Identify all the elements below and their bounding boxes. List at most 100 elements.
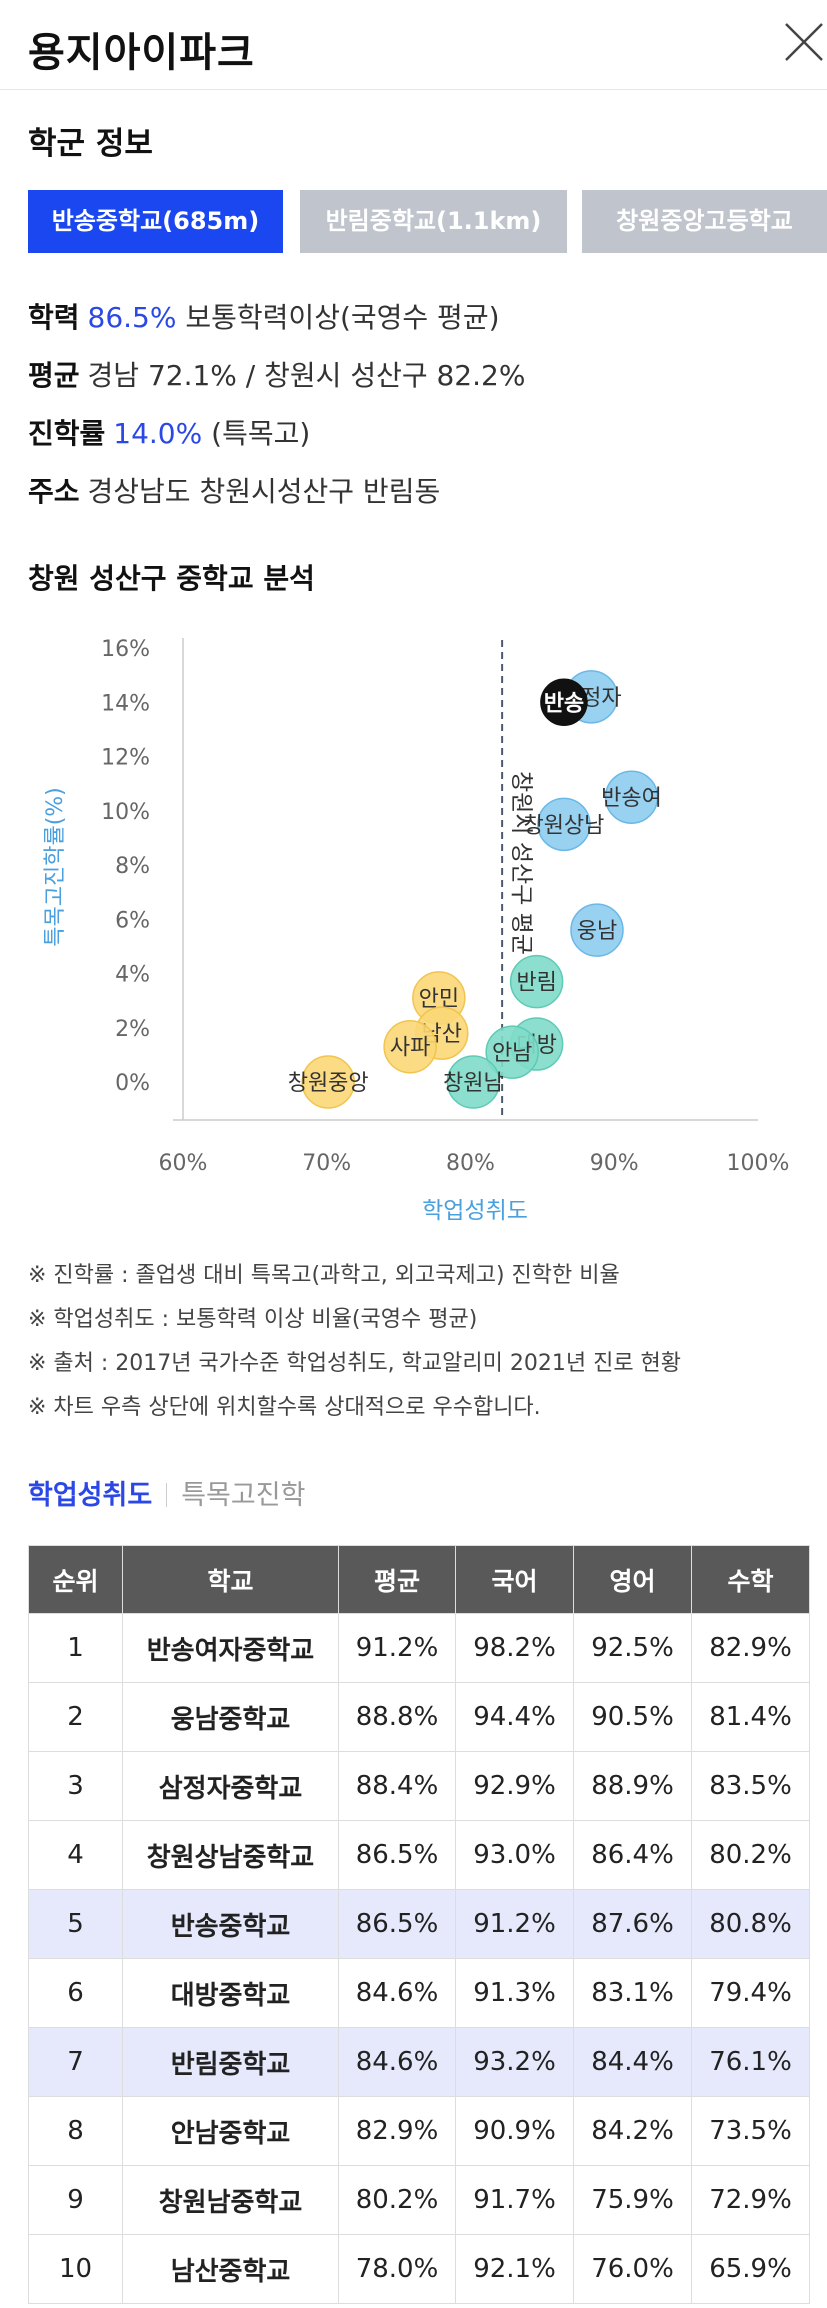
korean-cell: 91.7% [455,2165,574,2235]
table-row: 9 창원남중학교 80.2% 91.7% 75.9% 72.9% [28,2165,810,2235]
school-cell: 반림중학교 [122,2027,339,2097]
average-cell: 82.9% [338,2096,456,2166]
school-cell: 안남중학교 [122,2096,339,2166]
rank-cell: 2 [28,1682,123,1752]
school-cell: 창원남중학교 [122,2165,339,2235]
info-academic-label: 학력 [28,301,80,334]
data-point-label: 반송여 [601,786,662,811]
rank-cell: 10 [28,2234,123,2304]
y-tick-label: 4% [115,963,150,988]
korean-cell: 93.0% [455,1820,574,1890]
school-cell: 삼정자중학교 [122,1751,339,1821]
data-point-label: 반림 [516,971,556,996]
korean-cell: 90.9% [455,2096,574,2166]
y-axis-label: 특목고진학률(%) [43,787,68,947]
school-tabs: 반송중학교(685m) 반림중학교(1.1km) 창원중앙고등학교 [28,190,827,253]
english-cell: 75.9% [573,2165,692,2235]
korean-cell: 94.4% [455,1682,574,1752]
info-academic: 학력 86.5% 보통학력이상(국영수 평균) [28,296,500,336]
english-cell: 83.1% [573,1958,692,2028]
data-point-label: 반송 [544,691,584,716]
header-korean: 국어 [455,1545,574,1614]
korean-cell: 92.9% [455,1751,574,1821]
table-header-row: 순위 학교 평균 국어 영어 수학 [28,1545,810,1614]
header-math: 수학 [691,1545,810,1614]
x-tick-label: 80% [446,1151,495,1176]
info-average-text: 경남 72.1% / 창원시 성산구 82.2% [87,359,526,392]
school-cell: 남산중학교 [122,2234,339,2304]
close-icon[interactable] [782,20,826,64]
tab-academic[interactable]: 학업성취도 [28,1480,153,1511]
tab-school-3[interactable]: 창원중앙고등학교 [582,190,827,253]
english-cell: 87.6% [573,1889,692,1959]
note-4: ※ 차트 우측 상단에 위치할수록 상대적으로 우수합니다. [28,1395,541,1420]
math-cell: 81.4% [691,1682,810,1752]
table-body: 1 반송여자중학교 91.2% 98.2% 92.5% 82.9% 2 웅남중학교 88.8% 9… [28,1613,810,2304]
x-tick-label: 60% [159,1151,208,1176]
header-english: 영어 [573,1545,692,1614]
korean-cell: 91.2% [455,1889,574,1959]
rank-cell: 8 [28,2096,123,2166]
average-cell: 88.8% [338,1682,456,1752]
x-tick-label: 70% [302,1151,351,1176]
table-row: 6 대방중학교 84.6% 91.3% 83.1% 79.4% [28,1958,810,2028]
ranking-table: 순위 학교 평균 국어 영어 수학 1 반송여자중학교 91.2% 98.2% 92.5… [28,1545,810,2304]
english-cell: 92.5% [573,1613,692,1683]
rank-cell: 7 [28,2027,123,2097]
rank-cell: 3 [28,1751,123,1821]
average-cell: 88.4% [338,1751,456,1821]
table-row: 3 삼정자중학교 88.4% 92.9% 88.9% 83.5% [28,1751,810,1821]
school-cell: 대방중학교 [122,1958,339,2028]
korean-cell: 98.2% [455,1613,574,1683]
x-tick-label: 100% [727,1151,790,1176]
tab-divider [166,1483,168,1507]
x-axis-label: 학업성취도 [422,1198,528,1224]
korean-cell: 93.2% [455,2027,574,2097]
rank-cell: 4 [28,1820,123,1890]
info-average: 평균 경남 72.1% / 창원시 성산구 82.2% [28,354,525,394]
data-point-label: 창원상남 [523,813,604,838]
header-school: 학교 [122,1545,339,1614]
note-1: ※ 진학률 : 졸업생 대비 특목고(과학고, 외고국제고) 진학한 비율 [28,1263,620,1288]
average-cell: 78.0% [338,2234,456,2304]
info-advancement-value: 14.0% [113,417,203,450]
table-row: 4 창원상남중학교 86.5% 93.0% 86.4% 80.2% [28,1820,810,1890]
table-row: 7 반림중학교 84.6% 93.2% 84.4% 76.1% [28,2027,810,2097]
info-academic-text: 보통학력이상(국영수 평균) [185,301,500,334]
page-header: 용지아이파크 [0,0,827,90]
math-cell: 82.9% [691,1613,810,1683]
data-point-label: 웅남 [577,919,617,944]
tab-school-1[interactable]: 반송중학교(685m) [28,190,283,253]
math-cell: 80.8% [691,1889,810,1959]
rank-cell: 9 [28,2165,123,2235]
math-cell: 76.1% [691,2027,810,2097]
english-cell: 88.9% [573,1751,692,1821]
y-tick-label: 6% [115,908,150,933]
note-2: ※ 학업성취도 : 보통학력 이상 비율(국영수 평균) [28,1307,478,1332]
note-3: ※ 출처 : 2017년 국가수준 학업성취도, 학교알리미 2021년 진로 … [28,1351,682,1376]
y-tick-label: 16% [101,637,150,662]
math-cell: 83.5% [691,1751,810,1821]
average-cell: 91.2% [338,1613,456,1683]
average-cell: 80.2% [338,2165,456,2235]
table-row: 5 반송중학교 86.5% 91.2% 87.6% 80.8% [28,1889,810,1959]
table-row: 10 남산중학교 78.0% 92.1% 76.0% 65.9% [28,2234,810,2304]
english-cell: 76.0% [573,2234,692,2304]
korean-cell: 92.1% [455,2234,574,2304]
english-cell: 86.4% [573,1820,692,1890]
y-tick-label: 8% [115,854,150,879]
school-cell: 창원상남중학교 [122,1820,339,1890]
info-advancement-label: 진학률 [28,417,106,450]
tab-special-school[interactable]: 특목고진학 [181,1480,306,1511]
reference-line-label: 창원시 성산구 평균 [508,771,534,955]
tab-school-2[interactable]: 반림중학교(1.1km) [300,190,567,253]
info-address-label: 주소 [28,475,80,508]
chart-title: 창원 성산구 중학교 분석 [28,562,315,595]
y-tick-label: 0% [115,1071,150,1096]
info-advancement-text: (특목고) [211,417,311,450]
math-cell: 72.9% [691,2165,810,2235]
data-point [301,1055,355,1109]
data-point-label: 사파 [390,1036,430,1061]
data-point [509,954,564,1009]
data-point [570,903,624,957]
